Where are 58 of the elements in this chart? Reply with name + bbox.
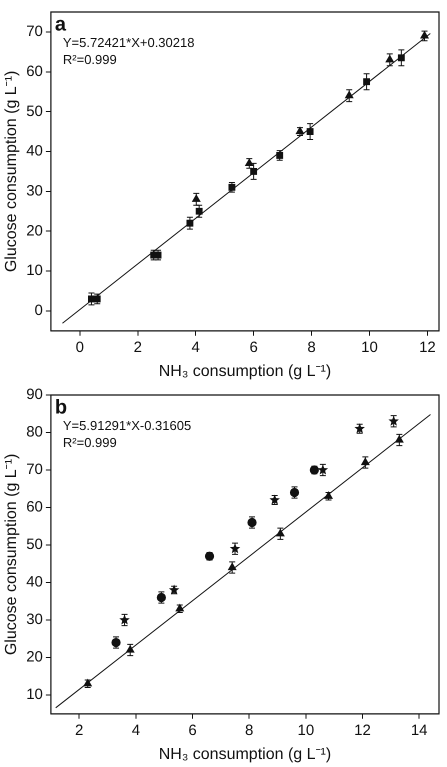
- point: [345, 91, 354, 98]
- y-tick-label: 30: [26, 611, 43, 628]
- x-tick-label: 10: [361, 338, 378, 356]
- point: [386, 55, 394, 62]
- y-tick-label: 20: [26, 222, 43, 240]
- point: [88, 295, 95, 302]
- x-tick-label: 14: [410, 722, 428, 739]
- point: [126, 645, 134, 653]
- y-tick-label: 80: [26, 424, 43, 441]
- x-tick-label: 2: [134, 338, 142, 356]
- annotation: R²=0.999: [62, 52, 117, 68]
- point: [276, 529, 284, 536]
- point: [361, 458, 370, 466]
- x-axis-title: NH₃ consumption (g L⁻¹): [158, 362, 332, 380]
- point: [250, 168, 258, 175]
- point: [245, 158, 254, 166]
- chart-title: b: [54, 396, 68, 419]
- point: [398, 54, 405, 62]
- x-tick-label: 6: [188, 722, 197, 739]
- x-tick-label: 4: [192, 338, 200, 356]
- y-tick-label: 0: [34, 302, 43, 320]
- y-tick-label: 70: [26, 23, 43, 40]
- chart-title: a: [54, 14, 67, 36]
- x-tick-label: 12: [419, 338, 436, 356]
- y-tick-label: 20: [26, 648, 43, 666]
- x-tick-label: 6: [249, 338, 258, 356]
- x-tick-label: 2: [75, 722, 84, 739]
- annotation: R²=0.999: [62, 435, 117, 450]
- y-tick-label: 60: [26, 62, 43, 80]
- y-tick-label: 10: [26, 686, 43, 704]
- x-tick-label: 0: [76, 338, 84, 356]
- point: [363, 78, 370, 86]
- y-axis-title: Glucose consumption (g L⁻¹): [3, 454, 20, 656]
- y-tick-label: 50: [26, 102, 43, 120]
- x-axis-title: NH₃ consumption (g L⁻¹): [158, 746, 332, 763]
- x-tick-label: 8: [245, 722, 254, 739]
- point: [196, 208, 203, 215]
- y-axis-title: Glucose consumption (g L⁻¹): [3, 70, 20, 272]
- y-tick-label: 40: [26, 142, 43, 160]
- point: [420, 31, 429, 39]
- point: [186, 220, 194, 227]
- x-tick-label: 10: [298, 722, 314, 739]
- x-tick-label: 12: [354, 722, 371, 739]
- y-tick-label: 90: [26, 386, 43, 404]
- point: [306, 128, 314, 135]
- point: [228, 562, 236, 570]
- x-tick-label: 8: [307, 338, 316, 356]
- y-tick-label: 70: [26, 461, 43, 478]
- point: [395, 435, 404, 443]
- y-tick-label: 10: [26, 262, 43, 280]
- y-tick-label: 40: [26, 574, 43, 591]
- point: [192, 194, 200, 202]
- y-tick-label: 30: [26, 182, 43, 200]
- y-tick-label: 60: [26, 498, 43, 516]
- annotation: Y=5.72421*X+0.30218: [62, 35, 194, 50]
- x-tick-label: 4: [132, 722, 140, 739]
- annotation: Y=5.91291*X-0.31605: [62, 418, 192, 434]
- y-tick-label: 50: [26, 536, 43, 554]
